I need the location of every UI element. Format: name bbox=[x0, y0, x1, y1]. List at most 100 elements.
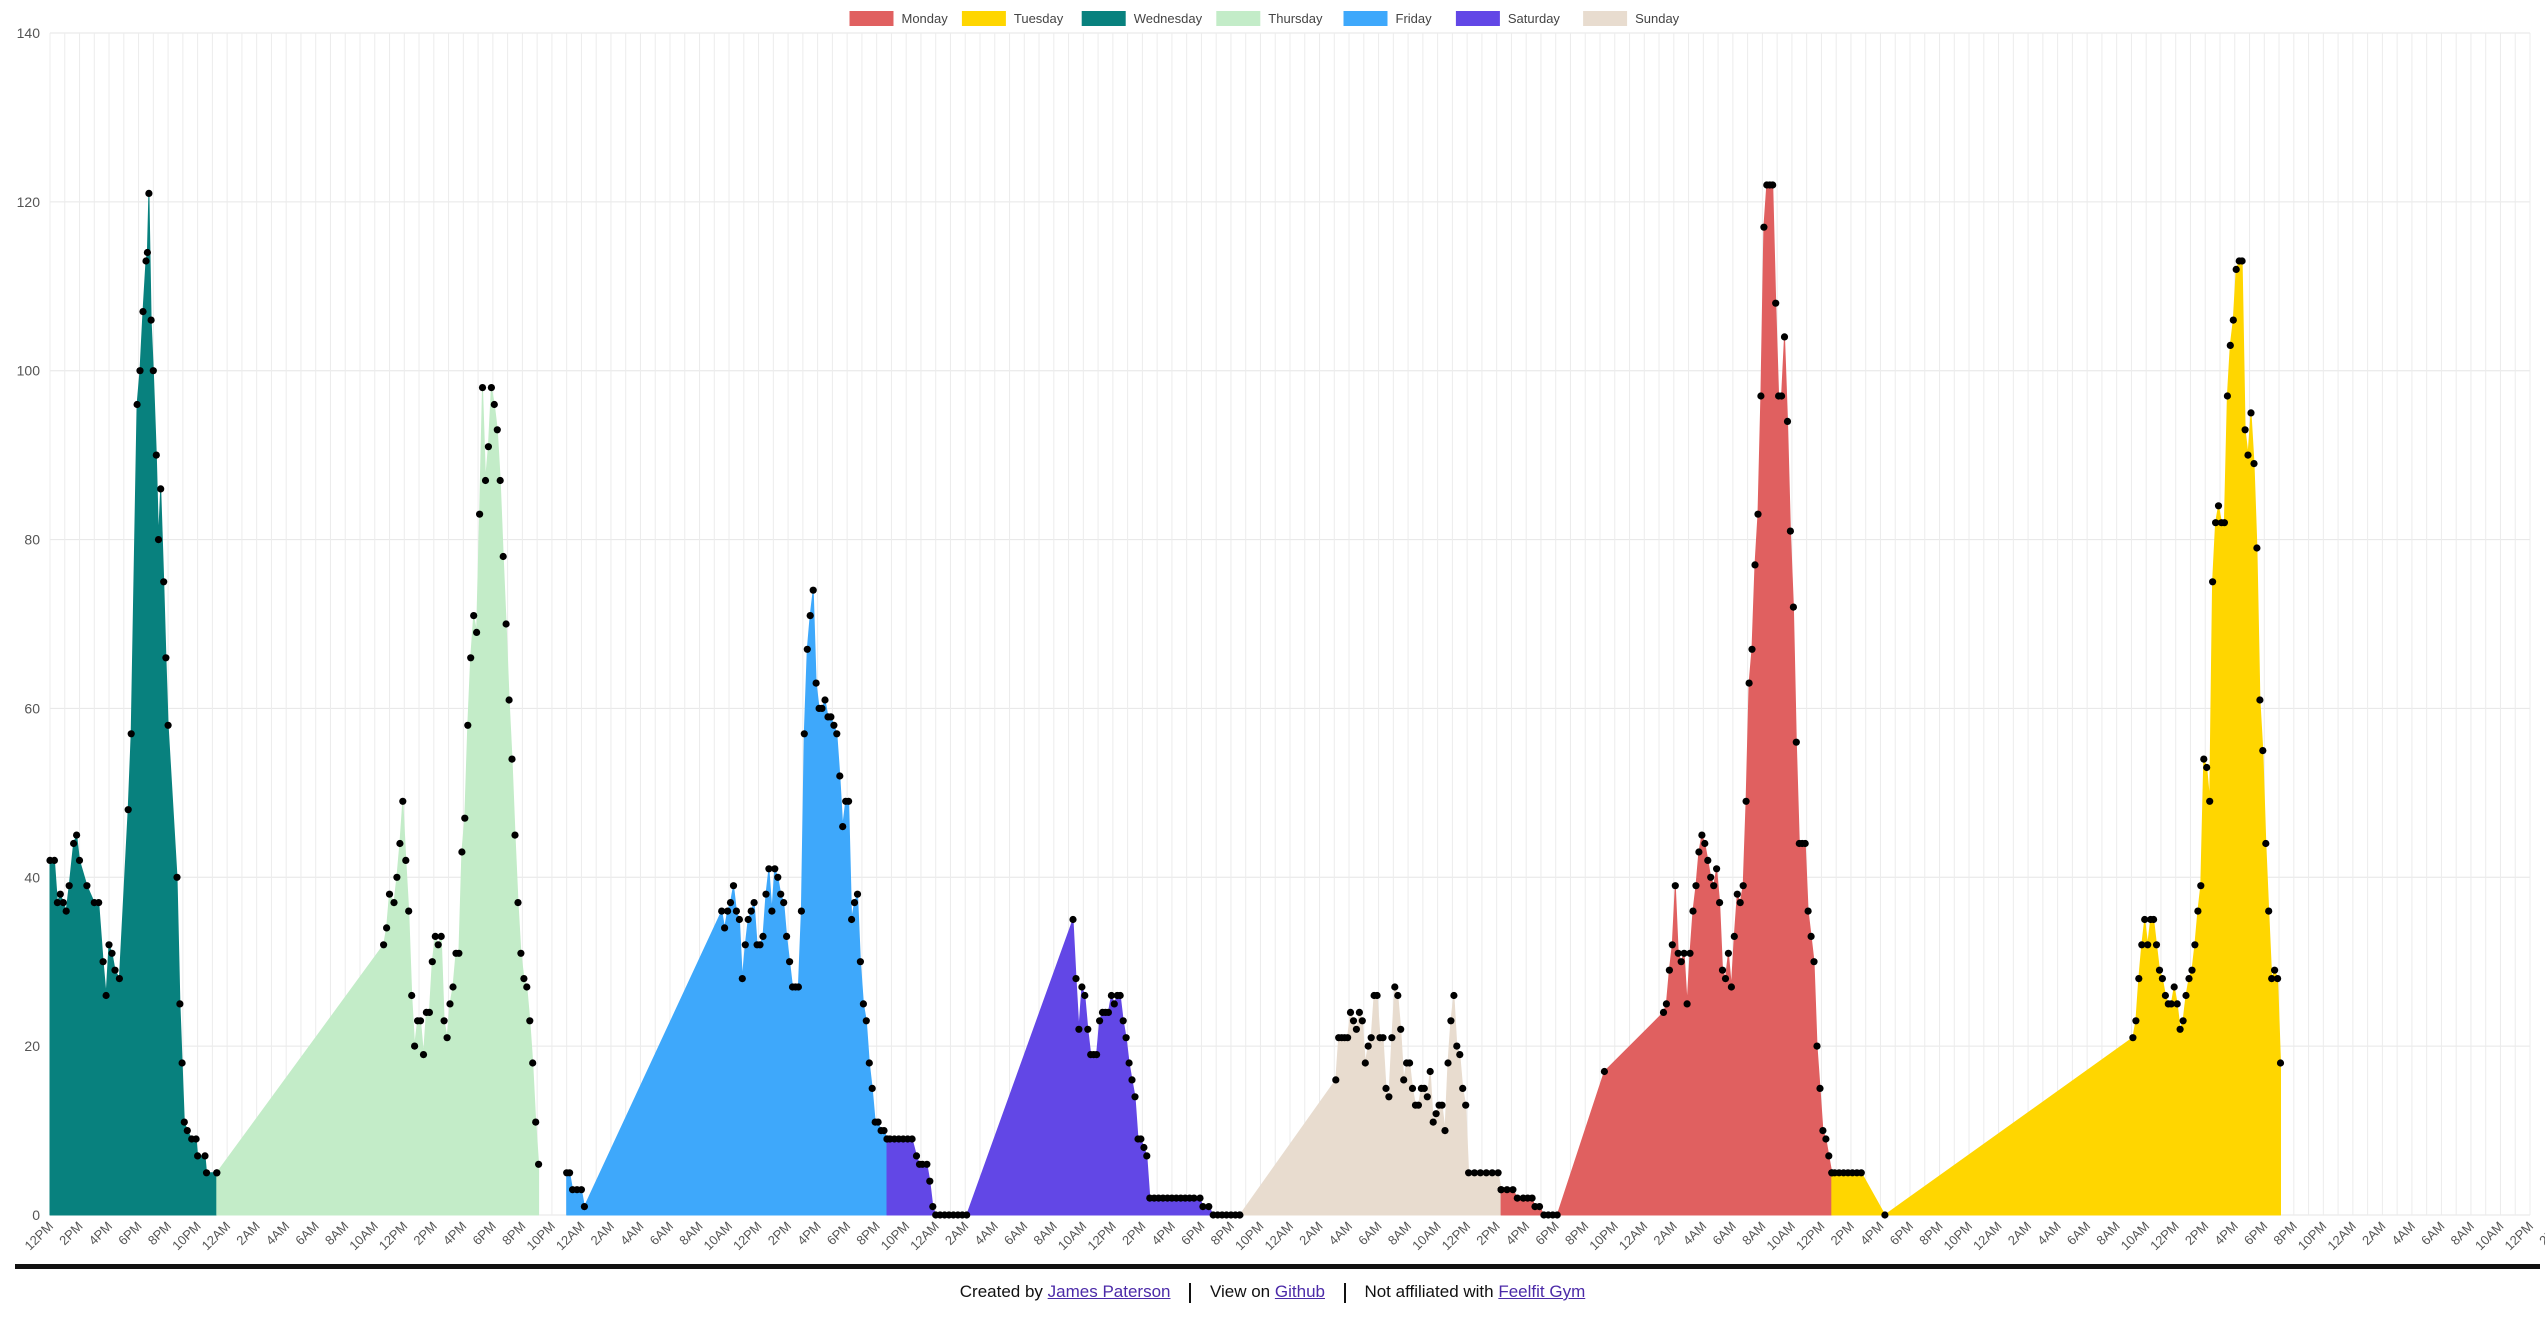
point-thursday[interactable] bbox=[487, 384, 495, 392]
point-monday[interactable] bbox=[1733, 890, 1741, 898]
point-friday[interactable] bbox=[765, 865, 773, 873]
point-friday[interactable] bbox=[741, 941, 749, 949]
point-sunday[interactable] bbox=[1470, 1169, 1479, 1177]
point-thursday[interactable] bbox=[390, 899, 398, 907]
point-monday[interactable] bbox=[1721, 975, 1730, 983]
point-sunday[interactable] bbox=[1438, 1101, 1446, 1109]
point-friday[interactable] bbox=[735, 915, 744, 924]
point-saturday[interactable] bbox=[963, 1211, 971, 1219]
point-thursday[interactable] bbox=[529, 1059, 537, 1067]
point-saturday[interactable] bbox=[912, 1152, 921, 1160]
point-thursday[interactable] bbox=[402, 856, 410, 865]
point-wednesday[interactable] bbox=[149, 367, 157, 375]
point-monday[interactable] bbox=[1816, 1084, 1824, 1092]
point-monday[interactable] bbox=[1813, 1042, 1821, 1050]
point-monday[interactable] bbox=[1736, 899, 1744, 907]
point-thursday[interactable] bbox=[478, 384, 487, 392]
point-friday[interactable] bbox=[768, 907, 776, 915]
point-tuesday[interactable] bbox=[2129, 1034, 2137, 1042]
point-tuesday[interactable] bbox=[2138, 941, 2146, 949]
point-monday[interactable] bbox=[1692, 882, 1700, 890]
point-friday[interactable] bbox=[850, 899, 859, 907]
point-friday[interactable] bbox=[859, 1000, 868, 1008]
point-wednesday[interactable] bbox=[164, 721, 172, 729]
point-tuesday[interactable] bbox=[2262, 839, 2270, 848]
point-monday[interactable] bbox=[1718, 966, 1727, 974]
point-saturday[interactable] bbox=[1072, 975, 1080, 983]
point-monday[interactable] bbox=[1772, 299, 1780, 307]
point-sunday[interactable] bbox=[1332, 1076, 1340, 1084]
point-tuesday[interactable] bbox=[2220, 519, 2228, 527]
point-monday[interactable] bbox=[1751, 561, 1759, 569]
point-thursday[interactable] bbox=[490, 400, 498, 409]
point-tuesday[interactable] bbox=[2247, 409, 2255, 417]
point-tuesday[interactable] bbox=[2265, 907, 2273, 915]
point-saturday[interactable] bbox=[926, 1177, 934, 1185]
point-sunday[interactable] bbox=[1462, 1101, 1470, 1109]
point-tuesday[interactable] bbox=[2214, 502, 2223, 510]
point-sunday[interactable] bbox=[1361, 1059, 1369, 1067]
point-friday[interactable] bbox=[724, 907, 732, 915]
point-monday[interactable] bbox=[1742, 797, 1750, 805]
point-sunday[interactable] bbox=[1394, 991, 1402, 1000]
point-thursday[interactable] bbox=[411, 1042, 419, 1050]
point-saturday[interactable] bbox=[1125, 1059, 1133, 1067]
point-wednesday[interactable] bbox=[111, 966, 119, 974]
point-monday[interactable] bbox=[1497, 1186, 1505, 1194]
point-thursday[interactable] bbox=[532, 1118, 540, 1126]
point-tuesday[interactable] bbox=[2173, 1000, 2181, 1008]
point-saturday[interactable] bbox=[908, 1135, 916, 1143]
point-sunday[interactable] bbox=[1488, 1169, 1496, 1177]
point-saturday[interactable] bbox=[1069, 915, 1077, 924]
point-monday[interactable] bbox=[1760, 223, 1768, 231]
point-friday[interactable] bbox=[827, 713, 835, 721]
point-sunday[interactable] bbox=[1420, 1084, 1428, 1092]
point-thursday[interactable] bbox=[523, 983, 531, 991]
point-tuesday[interactable] bbox=[2241, 426, 2249, 434]
point-wednesday[interactable] bbox=[136, 367, 144, 375]
point-saturday[interactable] bbox=[1093, 1051, 1101, 1059]
point-thursday[interactable] bbox=[425, 1008, 433, 1017]
point-wednesday[interactable] bbox=[70, 839, 78, 848]
point-tuesday[interactable] bbox=[2135, 975, 2143, 983]
point-thursday[interactable] bbox=[455, 949, 463, 957]
point-wednesday[interactable] bbox=[194, 1152, 202, 1160]
point-wednesday[interactable] bbox=[133, 400, 141, 409]
point-tuesday[interactable] bbox=[1857, 1169, 1865, 1177]
point-saturday[interactable] bbox=[1128, 1076, 1136, 1084]
point-monday[interactable] bbox=[1528, 1194, 1536, 1202]
point-friday[interactable] bbox=[818, 704, 826, 713]
point-tuesday[interactable] bbox=[2197, 882, 2205, 890]
point-wednesday[interactable] bbox=[180, 1118, 188, 1126]
point-thursday[interactable] bbox=[416, 1017, 425, 1025]
point-wednesday[interactable] bbox=[127, 730, 135, 738]
point-wednesday[interactable] bbox=[83, 882, 91, 890]
point-sunday[interactable] bbox=[1355, 1008, 1363, 1017]
point-wednesday[interactable] bbox=[173, 873, 181, 881]
point-tuesday[interactable] bbox=[2176, 1025, 2184, 1033]
point-monday[interactable] bbox=[1745, 679, 1753, 687]
point-tuesday[interactable] bbox=[2188, 966, 2196, 974]
point-monday[interactable] bbox=[1701, 839, 1709, 848]
point-wednesday[interactable] bbox=[75, 856, 84, 865]
point-friday[interactable] bbox=[577, 1186, 586, 1194]
point-wednesday[interactable] bbox=[73, 831, 81, 839]
point-friday[interactable] bbox=[830, 721, 838, 729]
point-saturday[interactable] bbox=[1140, 1143, 1148, 1152]
point-friday[interactable] bbox=[783, 932, 791, 941]
point-tuesday[interactable] bbox=[2229, 316, 2237, 324]
point-tuesday[interactable] bbox=[2271, 966, 2279, 974]
point-thursday[interactable] bbox=[419, 1051, 428, 1059]
point-friday[interactable] bbox=[774, 873, 782, 881]
point-tuesday[interactable] bbox=[2206, 797, 2214, 805]
point-sunday[interactable] bbox=[1482, 1169, 1490, 1177]
point-monday[interactable] bbox=[1535, 1203, 1544, 1211]
point-tuesday[interactable] bbox=[2244, 451, 2252, 459]
point-sunday[interactable] bbox=[1379, 1034, 1387, 1042]
point-monday[interactable] bbox=[1677, 958, 1685, 966]
point-wednesday[interactable] bbox=[59, 899, 67, 907]
point-monday[interactable] bbox=[1704, 856, 1712, 865]
point-saturday[interactable] bbox=[1131, 1093, 1139, 1101]
legend-item-sunday[interactable]: Sunday bbox=[1583, 11, 1680, 26]
point-monday[interactable] bbox=[1724, 949, 1732, 957]
